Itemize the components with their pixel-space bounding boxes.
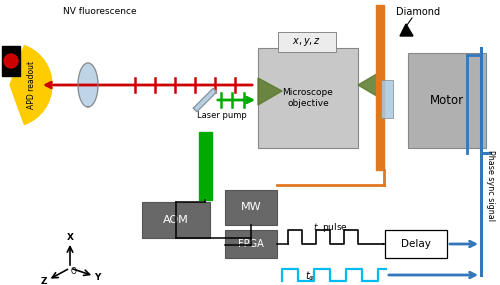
Text: Y: Y [94,274,100,282]
Bar [225,230,277,258]
Text: $t$  pulse: $t$ pulse [312,221,348,235]
Bar [142,202,210,238]
Bar [258,48,358,148]
Polygon shape [78,63,98,107]
Polygon shape [358,72,380,98]
Polygon shape [194,88,216,112]
Text: $t_{\varphi}$: $t_{\varphi}$ [305,270,315,284]
Text: APD readout: APD readout [28,61,36,109]
Text: Phase sync signal: Phase sync signal [486,150,496,221]
Bar [376,5,384,170]
Text: Microscope
objective: Microscope objective [282,88,334,108]
Polygon shape [258,78,282,105]
Text: NV fluorescence: NV fluorescence [63,7,137,17]
Bar [408,53,486,148]
Text: Laser pump: Laser pump [197,111,247,119]
Text: O: O [71,266,77,276]
Text: Diamond: Diamond [396,7,440,17]
Text: Delay: Delay [401,239,431,249]
Text: Motor: Motor [430,94,464,107]
Bar [385,230,447,258]
Bar [2,46,20,76]
Wedge shape [10,46,52,125]
Text: FPGA: FPGA [238,239,264,249]
Polygon shape [400,24,413,36]
Text: X: X [66,233,73,243]
Text: Z: Z [41,278,47,285]
Circle shape [4,54,18,68]
Text: AOM: AOM [163,215,189,225]
Bar [225,190,277,225]
Text: MW: MW [240,203,262,213]
Bar [278,32,336,52]
Text: $x, y, z$: $x, y, z$ [292,36,322,48]
Bar [381,80,393,118]
Bar [199,132,212,200]
